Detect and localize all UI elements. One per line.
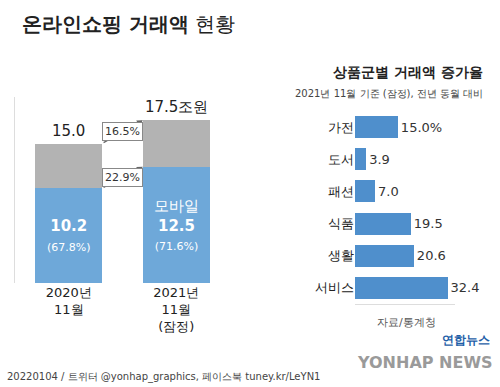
svg-text:20220104 / 트위터 @yonhap_graphic: 20220104 / 트위터 @yonhap_graphics, 페이스북 tu… bbox=[7, 371, 320, 383]
svg-text:15.0%: 15.0% bbox=[401, 120, 442, 135]
svg-text:모바일12.5(71.6%): 모바일12.5(71.6%) bbox=[154, 197, 199, 253]
svg-text:16.5%: 16.5% bbox=[105, 125, 140, 138]
svg-text:생활: 생활 bbox=[328, 248, 354, 263]
svg-text:식품: 식품 bbox=[328, 216, 354, 231]
svg-text:20.6: 20.6 bbox=[417, 248, 446, 263]
svg-text:가전: 가전 bbox=[328, 120, 354, 135]
svg-text:YONHAP NEWS: YONHAP NEWS bbox=[357, 353, 493, 372]
svg-text:32.4: 32.4 bbox=[451, 280, 480, 295]
svg-text:패션: 패션 bbox=[328, 184, 354, 199]
svg-text:자료/통계청: 자료/통계청 bbox=[377, 316, 436, 329]
svg-text:상품군별 거래액 증가율: 상품군별 거래액 증가율 bbox=[333, 64, 483, 80]
svg-text:서비스: 서비스 bbox=[315, 280, 354, 295]
svg-text:2021년 11월 기준 (잠정), 전년 동월 대비: 2021년 11월 기준 (잠정), 전년 동월 대비 bbox=[295, 88, 483, 99]
svg-text:7.0: 7.0 bbox=[378, 184, 399, 199]
svg-text:19.5: 19.5 bbox=[414, 216, 443, 231]
svg-text:10.2(67.8%): 10.2(67.8%) bbox=[47, 217, 91, 254]
svg-text:3.9: 3.9 bbox=[369, 152, 390, 167]
svg-text:15.0: 15.0 bbox=[52, 122, 85, 140]
svg-text:2020년11월: 2020년11월 bbox=[46, 285, 92, 317]
svg-text:2021년11월(잠정): 2021년11월(잠정) bbox=[153, 285, 199, 334]
svg-text:22.9%: 22.9% bbox=[105, 171, 140, 184]
svg-text:온라인쇼핑 거래액 현황: 온라인쇼핑 거래액 현황 bbox=[22, 12, 235, 36]
svg-text:17.5조원: 17.5조원 bbox=[145, 98, 208, 116]
svg-text:연합뉴스: 연합뉴스 bbox=[442, 333, 490, 347]
svg-text:도서: 도서 bbox=[328, 152, 354, 167]
